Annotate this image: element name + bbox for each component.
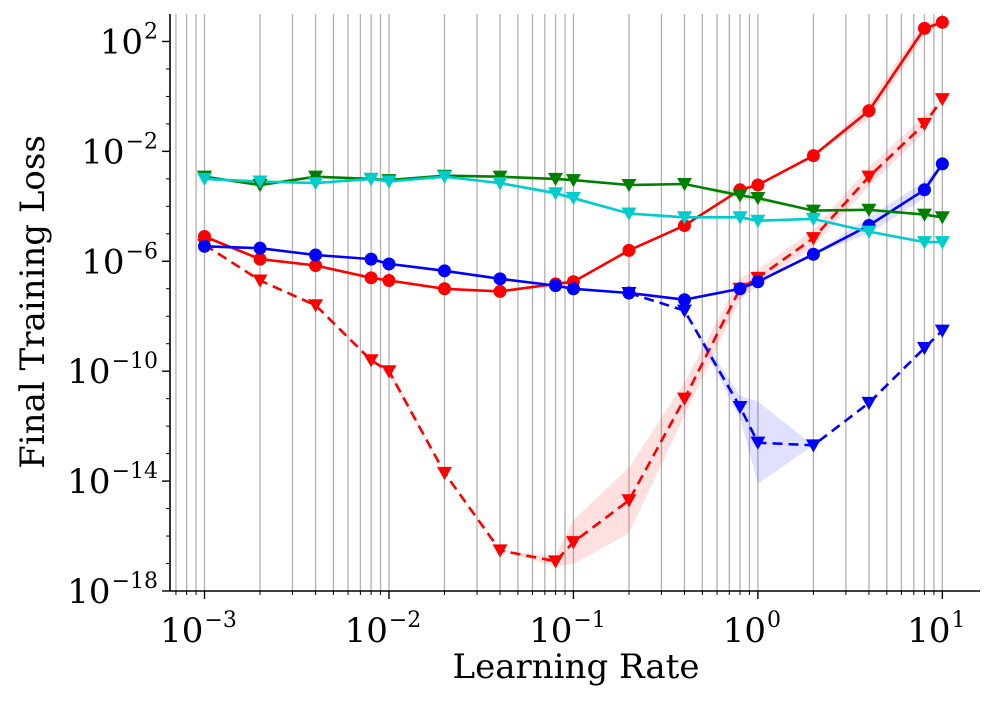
green-solid-triangle-point bbox=[861, 203, 877, 217]
blue-dashed-triangle-point bbox=[750, 436, 766, 450]
cyan-solid-triangle-point bbox=[676, 211, 692, 225]
cyan-solid-triangle-point bbox=[750, 214, 766, 228]
vertical-gridlines bbox=[175, 14, 943, 591]
red-solid-circle-point bbox=[806, 149, 820, 163]
y-ticks: 10−18 10−14 10−10 10−6 10−2 102 bbox=[67, 19, 170, 612]
cyan-solid-triangle-point bbox=[363, 172, 379, 186]
red-dashed-triangle-point bbox=[676, 392, 692, 406]
red-dashed-triangle-point bbox=[548, 555, 564, 569]
red-dashed-triangle-point bbox=[916, 117, 932, 132]
red-dashed-triangle-point bbox=[381, 365, 397, 379]
error-bands bbox=[204, 21, 943, 567]
red-dashed-triangle-point bbox=[308, 299, 324, 313]
green-solid-triangle-point bbox=[676, 177, 692, 192]
red-solid-circle-point bbox=[751, 178, 765, 192]
blue-solid-circle-point bbox=[566, 282, 580, 296]
x-axis-label: Learning Rate bbox=[453, 647, 700, 687]
red-dashed-triangle-point bbox=[436, 466, 452, 480]
blue-solid-circle-point bbox=[917, 183, 931, 197]
blue-solid-circle-point bbox=[437, 264, 451, 278]
cyan-solid-triangle-point bbox=[565, 192, 581, 206]
blue-solid-circle-point bbox=[493, 272, 507, 286]
cyan-solid-triangle-point bbox=[861, 225, 877, 239]
x-tick-label: 101 bbox=[907, 608, 965, 651]
axes bbox=[169, 14, 980, 592]
green-solid-triangle-point bbox=[565, 174, 581, 188]
cyan-solid-triangle-point bbox=[436, 170, 452, 184]
red-solid-circle-point bbox=[917, 21, 931, 35]
y-tick-label: 102 bbox=[100, 19, 158, 62]
blue-solid-circle-point bbox=[382, 257, 396, 271]
x-ticks: 10−3 10−2 10−1 100 101 bbox=[160, 591, 965, 651]
blue-dashed-triangle-point bbox=[861, 396, 877, 411]
red-solid-circle-point bbox=[622, 243, 636, 257]
cyan-solid-triangle-point bbox=[548, 187, 564, 201]
cyan-solid-triangle-point bbox=[252, 175, 268, 189]
red-solid-circle-point bbox=[493, 284, 507, 298]
blue-solid-circle-point bbox=[309, 248, 323, 262]
cyan-solid-triangle-point bbox=[197, 172, 213, 186]
cyan-solid-triangle-point bbox=[934, 236, 950, 250]
x-tick-label: 100 bbox=[723, 608, 781, 651]
blue-solid-circle-point bbox=[806, 247, 820, 261]
red-dashed-triangle-point bbox=[934, 93, 950, 107]
red-dashed-triangle-point bbox=[805, 232, 821, 246]
red-solid-circle-point bbox=[364, 271, 378, 285]
blue-solid-circle-point bbox=[935, 157, 949, 171]
y-tick-label: 10−6 bbox=[81, 239, 158, 282]
cyan-solid-triangle-point bbox=[805, 212, 821, 226]
red-solid-circle-point bbox=[309, 259, 323, 273]
y-tick-label: 10−2 bbox=[81, 129, 158, 172]
cyan-solid-triangle-point bbox=[916, 236, 932, 250]
red-solid-circle-point bbox=[253, 252, 267, 266]
y-tick-label: 10−14 bbox=[67, 459, 158, 502]
blue-solid-circle-point bbox=[549, 279, 563, 293]
red-dashed-triangle-point bbox=[621, 494, 637, 508]
cyan-solid-triangle-point bbox=[621, 207, 637, 221]
y-tick-label: 10−10 bbox=[67, 349, 158, 392]
red-solid-circle-point bbox=[862, 104, 876, 118]
red-dashed-triangle-point bbox=[252, 274, 268, 288]
green-solid-triangle-point bbox=[934, 211, 950, 225]
red-dashed-triangle-point bbox=[363, 354, 379, 368]
blue-dashed-triangle-point bbox=[676, 304, 692, 318]
blue-dashed-triangle-point bbox=[732, 400, 748, 415]
red-solid-circle-point bbox=[437, 282, 451, 296]
cyan-solid-triangle-point bbox=[381, 175, 397, 189]
blue-solid-circle-point bbox=[198, 239, 212, 253]
blue-solid-circle-point bbox=[622, 286, 636, 300]
blue-solid-circle-point bbox=[364, 252, 378, 266]
green-solid-triangle-point bbox=[548, 172, 564, 186]
green-solid-triangle-point bbox=[805, 204, 821, 218]
green-solid-triangle-point bbox=[621, 178, 637, 193]
blue-dashed-triangle-point bbox=[916, 341, 932, 356]
blue-solid-circle-point bbox=[677, 293, 691, 307]
blue-dashed-triangle-point bbox=[934, 324, 950, 338]
red-solid-circle-point bbox=[677, 219, 691, 233]
blue-solid-circle-point bbox=[751, 275, 765, 289]
cyan-solid-triangle-point bbox=[308, 177, 324, 191]
green-solid-triangle-point bbox=[916, 208, 932, 222]
red-dashed-triangle-point bbox=[565, 536, 581, 550]
red-solid-circle-point bbox=[382, 273, 396, 287]
x-tick-label: 10−3 bbox=[160, 608, 237, 651]
cyan-solid-triangle-point bbox=[492, 177, 508, 191]
blue-solid-circle-point bbox=[253, 241, 267, 255]
y-tick-label: 10−18 bbox=[67, 569, 158, 612]
red-dashed-triangle-point bbox=[861, 170, 877, 184]
cyan-solid-triangle-point bbox=[732, 211, 748, 225]
blue-dashed-triangle-point bbox=[805, 439, 821, 453]
blue-solid-circle-point bbox=[733, 282, 747, 296]
x-tick-label: 10−2 bbox=[345, 608, 422, 651]
blue-dashed-triangle-band bbox=[629, 293, 943, 484]
y-axis-label: Final Training Loss bbox=[13, 135, 53, 469]
series-markers bbox=[197, 15, 950, 569]
red-solid-circle-point bbox=[935, 15, 949, 29]
green-solid-triangle-point bbox=[732, 189, 748, 203]
red-dashed-triangle-point bbox=[492, 544, 508, 558]
x-tick-label: 10−1 bbox=[529, 608, 606, 651]
green-solid-triangle-point bbox=[750, 192, 766, 206]
